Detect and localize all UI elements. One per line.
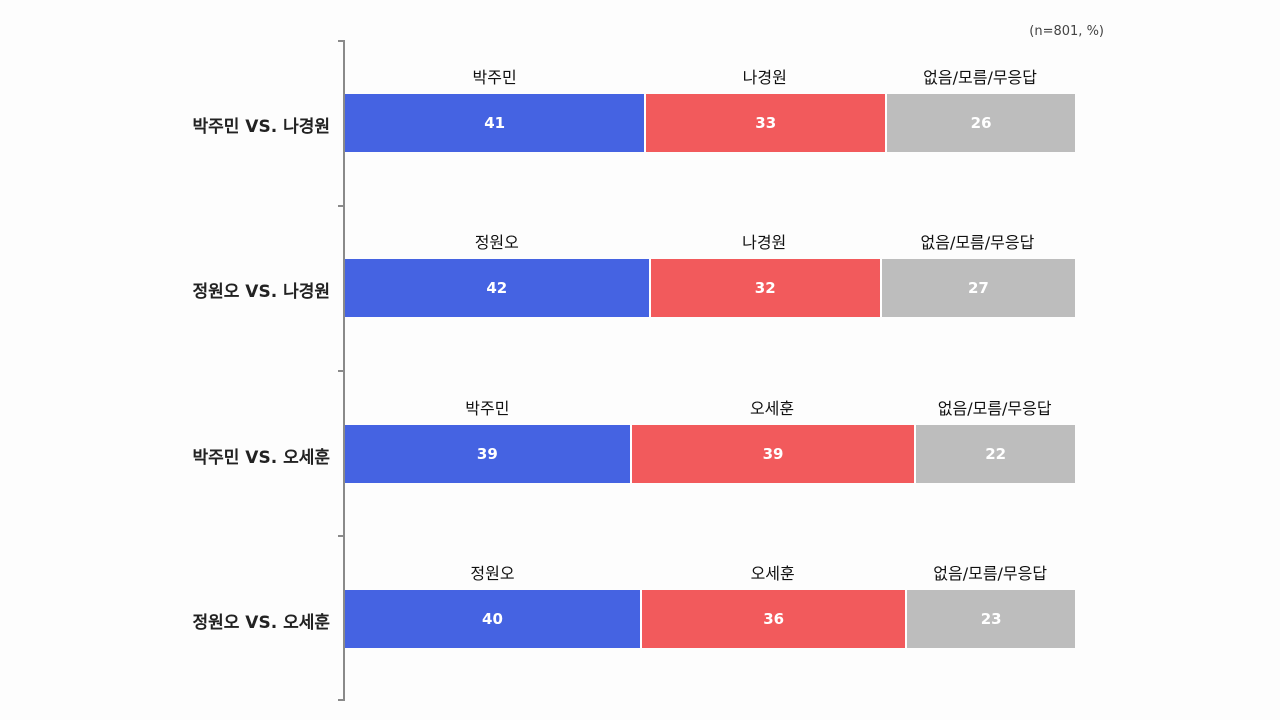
segment-none: 22 <box>914 425 1075 483</box>
stacked-bar: 40 36 23 <box>345 590 1075 648</box>
segment-candidate-b: 32 <box>648 259 880 317</box>
y-axis-line <box>343 40 345 701</box>
row-label: 정원오 VS. 오세훈 <box>192 613 330 633</box>
stacked-bar: 42 32 27 <box>345 259 1075 317</box>
axis-tick <box>338 370 344 372</box>
axis-tick <box>338 535 344 537</box>
segment-label: 오세훈 <box>749 399 795 418</box>
row-label: 박주민 VS. 오세훈 <box>192 448 330 468</box>
segment-candidate-a: 41 <box>345 94 645 152</box>
segment-label: 정원오 <box>474 233 519 252</box>
segment-candidate-a: 40 <box>345 590 640 648</box>
segment-label: 없음/모름/무응답 <box>933 564 1048 583</box>
segment-candidate-a: 42 <box>345 259 649 317</box>
segment-candidate-b: 36 <box>639 590 906 648</box>
axis-tick <box>338 699 344 701</box>
row-label: 정원오 VS. 나경원 <box>192 282 330 302</box>
segment-none: 27 <box>879 259 1075 317</box>
segment-label: 박주민 <box>465 399 510 418</box>
sample-note: (n=801, %) <box>1029 24 1104 39</box>
segment-label: 박주민 <box>472 68 517 87</box>
segment-label: 없음/모름/무응답 <box>920 233 1035 252</box>
segment-label: 없음/모름/무응답 <box>937 399 1052 418</box>
row-label: 박주민 VS. 나경원 <box>192 117 330 137</box>
segment-label: 오세훈 <box>750 564 795 583</box>
segment-label: 나경원 <box>742 233 787 252</box>
segment-label: 나경원 <box>742 68 787 87</box>
segment-candidate-b: 39 <box>629 425 915 483</box>
stacked-bar: 41 33 26 <box>345 94 1075 152</box>
segment-label: 없음/모름/무응답 <box>923 68 1038 87</box>
segment-candidate-b: 33 <box>644 94 886 152</box>
segment-none: 23 <box>905 590 1075 648</box>
axis-tick <box>338 205 344 207</box>
segment-none: 26 <box>885 94 1075 152</box>
segment-candidate-a: 39 <box>345 425 630 483</box>
axis-tick <box>338 40 344 42</box>
stacked-bar: 39 39 22 <box>345 425 1075 483</box>
segment-label: 정원오 <box>470 564 515 583</box>
